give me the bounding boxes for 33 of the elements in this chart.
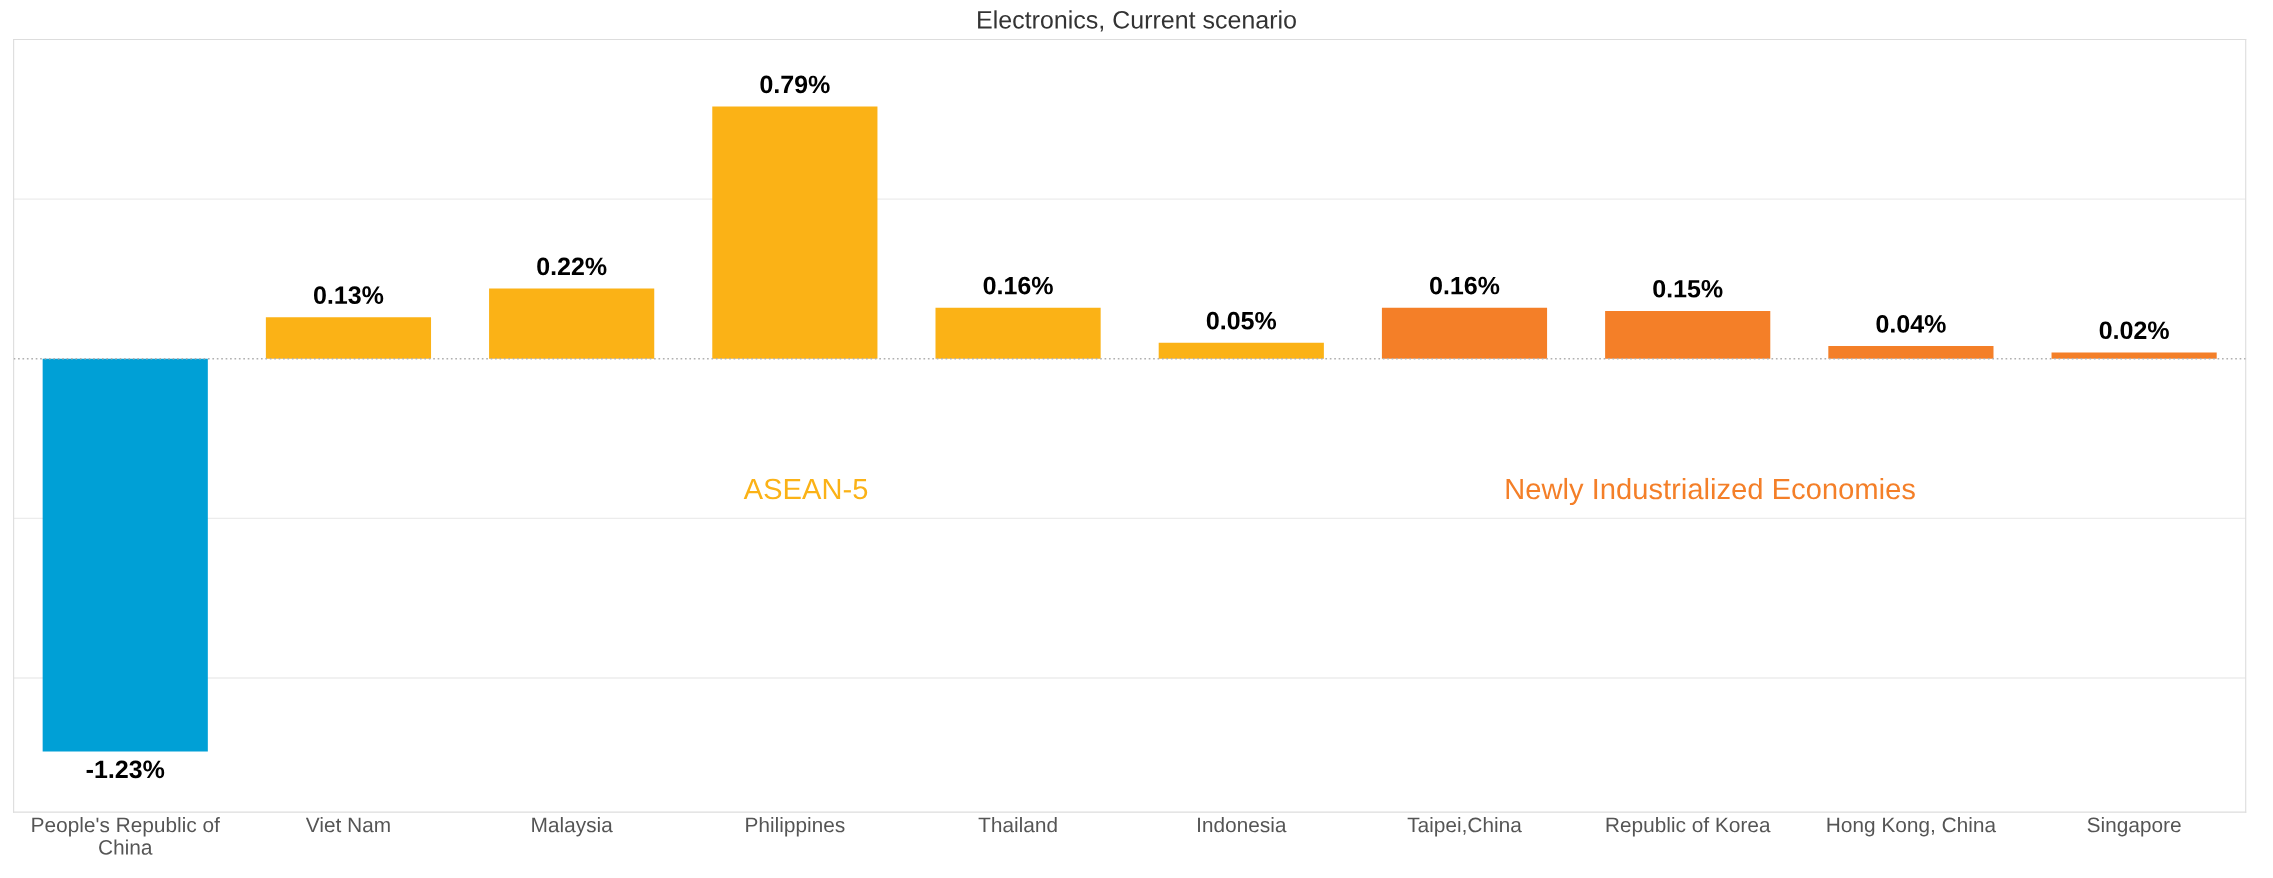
data-label: 0.22%: [537, 257, 607, 276]
chart-title: Electronics, Current scenario: [978, 10, 1296, 32]
annotation: Newly Industrialized Economies: [1506, 477, 1915, 506]
data-label: 0.04%: [1876, 315, 1946, 333]
x-tick-label: Singapore: [2087, 817, 2181, 837]
bar: [1828, 346, 1994, 359]
bar: [1605, 310, 1771, 359]
data-label: 0.79%: [760, 75, 830, 94]
x-tick-label: Thailand: [978, 817, 1057, 833]
x-tick-label: Indonesia: [1198, 817, 1287, 833]
data-label: 0.13%: [314, 286, 384, 305]
bar: [2051, 352, 2217, 359]
bar: [1158, 342, 1324, 359]
bar: [42, 358, 208, 752]
x-tick-label: People's Republic of China: [32, 817, 220, 855]
x-tick-label: Taipei,China: [1407, 817, 1522, 837]
data-label: 0.16%: [983, 276, 1053, 295]
x-tick-label: Republic of Korea: [1606, 817, 1771, 837]
data-label: -1.23%: [86, 760, 165, 779]
data-label: 0.02%: [2099, 321, 2169, 340]
x-tick-label: Philippines: [746, 817, 845, 837]
annotation: ASEAN-5: [743, 478, 868, 500]
x-tick-label: Hong Kong, China: [1827, 817, 1997, 837]
bar: [265, 317, 432, 359]
data-label: 0.15%: [1653, 279, 1723, 298]
x-tick-label: Viet Nam: [305, 817, 390, 833]
data-label: 0.16%: [1430, 276, 1500, 295]
bar: [712, 106, 878, 359]
data-label: 0.05%: [1206, 311, 1277, 330]
bar: [935, 307, 1101, 359]
bar: [489, 288, 655, 359]
x-tick-label: Malaysia: [532, 817, 613, 837]
bar: [1381, 307, 1548, 359]
